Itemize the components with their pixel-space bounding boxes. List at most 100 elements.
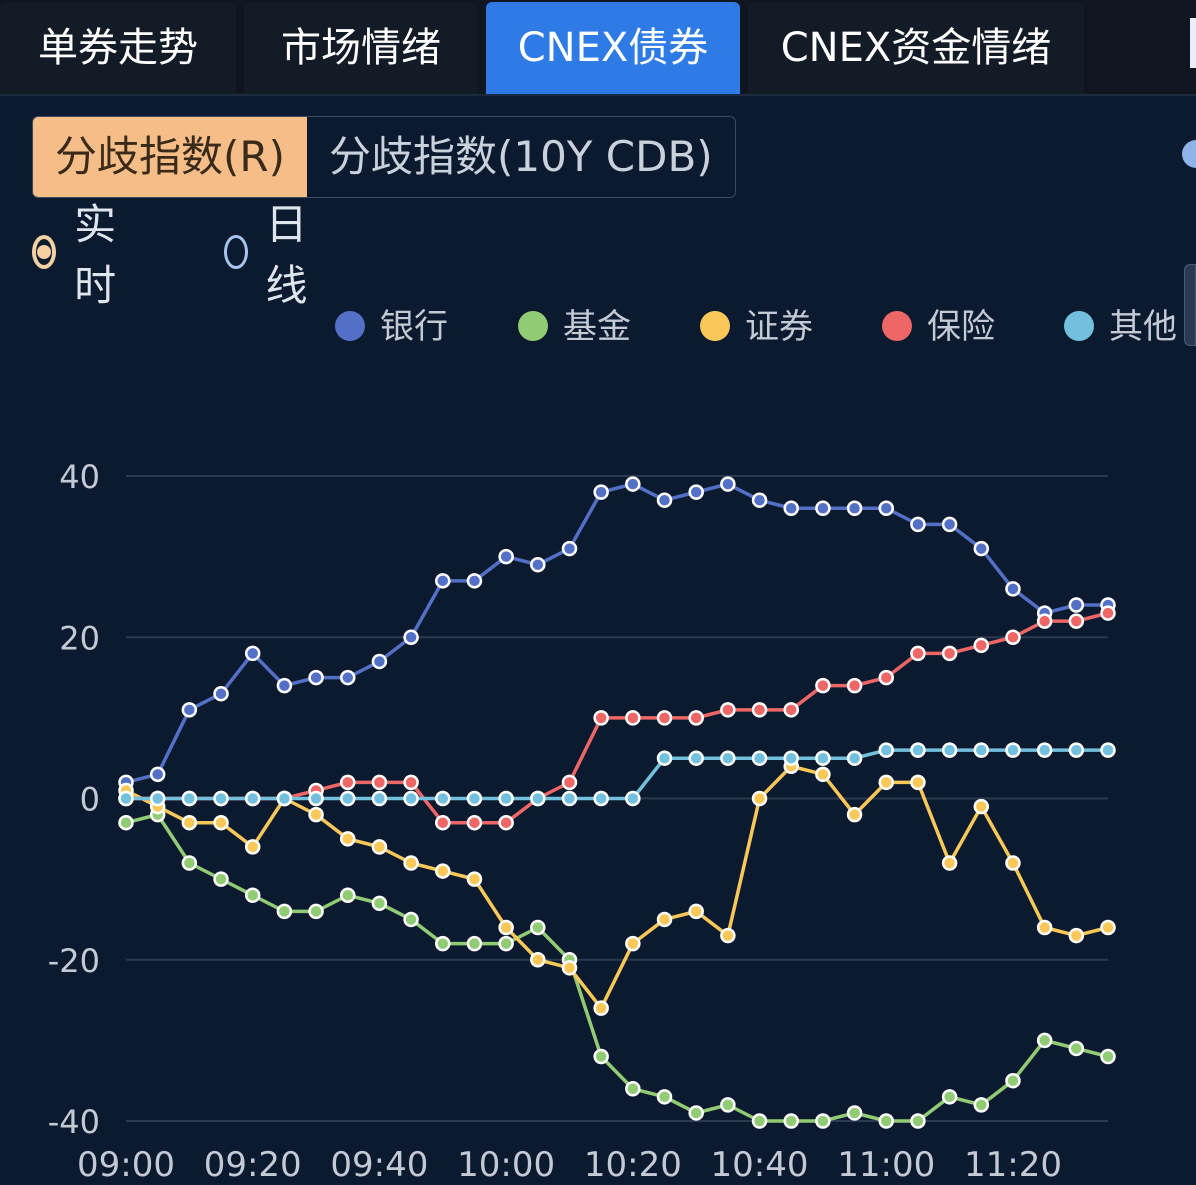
legend-label-4: 其他 (1109, 307, 1177, 347)
data-point (403, 629, 419, 645)
data-point (371, 774, 388, 791)
radio-realtime-label: 实时 (74, 200, 117, 310)
legend-marker-3 (882, 311, 912, 341)
y-tick-label: -40 (48, 1103, 100, 1141)
data-point (941, 742, 958, 758)
data-point (561, 540, 578, 557)
data-point (846, 750, 863, 766)
radio-realtime[interactable]: 实时 (32, 200, 126, 310)
data-point (371, 895, 388, 912)
data-point (688, 750, 704, 766)
data-point (751, 492, 768, 508)
tab-overflow-edge (1190, 18, 1196, 68)
data-point (751, 750, 768, 766)
radio-circle-icon (224, 235, 248, 269)
data-point (466, 935, 483, 952)
data-point (213, 685, 229, 702)
x-tick-label: 10:00 (457, 1145, 555, 1185)
data-point (118, 790, 134, 807)
data-point (308, 806, 324, 823)
data-point (878, 500, 895, 516)
data-point (910, 774, 926, 791)
data-point (751, 702, 768, 718)
data-point (910, 645, 926, 662)
x-tick-label: 09:40 (330, 1145, 428, 1185)
data-point (435, 573, 451, 589)
data-point (213, 790, 229, 807)
data-point (244, 645, 261, 662)
data-point (973, 798, 990, 815)
data-point (244, 839, 261, 855)
series-line-2 (125, 764, 1109, 1010)
data-point (720, 476, 736, 492)
index-type-segmented-control: 分歧指数(R) 分歧指数(10Y CDB) (32, 116, 736, 198)
data-point (403, 774, 419, 791)
data-point (783, 750, 799, 766)
data-point (878, 669, 895, 686)
data-point (656, 1089, 673, 1105)
y-tick-label: 0 (80, 781, 100, 819)
data-point (435, 814, 451, 831)
data-point (1100, 919, 1116, 936)
data-point (403, 790, 419, 807)
data-point (181, 790, 198, 807)
data-point (625, 476, 641, 492)
data-point (118, 814, 134, 831)
data-point (878, 742, 895, 758)
tab-cnex-bond[interactable]: CNEX债券 (486, 2, 740, 94)
data-point (213, 814, 229, 831)
data-point (181, 702, 198, 718)
data-point (973, 742, 990, 758)
tab-single-bond-trend[interactable]: 单券走势 (0, 2, 236, 94)
data-point (815, 1113, 831, 1129)
data-point (1100, 605, 1116, 621)
data-point (244, 887, 261, 903)
data-point (213, 871, 229, 887)
data-point (751, 790, 768, 807)
legend-marker-2 (700, 311, 730, 341)
data-point (276, 903, 293, 920)
data-point (561, 774, 578, 791)
data-point (656, 492, 673, 508)
data-point (530, 952, 546, 968)
tab-bar: 单券走势 市场情绪 CNEX债券 CNEX资金情绪 (0, 0, 1196, 96)
data-point (815, 677, 831, 694)
data-point (910, 1113, 926, 1129)
data-point (1068, 742, 1085, 758)
data-point (1068, 613, 1085, 629)
x-tick-label: 11:20 (964, 1145, 1062, 1185)
series-line-4 (126, 748, 1108, 801)
data-point (371, 790, 388, 807)
data-point (941, 1089, 958, 1105)
data-point (878, 774, 895, 791)
series-line-1 (125, 812, 1109, 1123)
data-point (656, 750, 673, 766)
data-point (498, 935, 514, 952)
data-point (1005, 629, 1021, 645)
segment-divergence-index-10y-cdb[interactable]: 分歧指数(10Y CDB) (328, 132, 713, 181)
data-point (593, 790, 609, 807)
data-point (720, 1097, 736, 1113)
data-point (688, 903, 704, 920)
data-point (1068, 927, 1085, 944)
data-point (688, 484, 704, 500)
data-point (1036, 613, 1053, 629)
data-point (625, 790, 641, 807)
data-point (403, 911, 419, 928)
tab-market-sentiment[interactable]: 市场情绪 (244, 2, 478, 94)
radio-daily[interactable]: 日线 (224, 200, 318, 310)
data-point (308, 669, 324, 686)
side-toggle-dot[interactable] (1182, 140, 1196, 168)
x-tick-label: 10:20 (584, 1145, 682, 1185)
tab-cnex-fund-sentiment[interactable]: CNEX资金情绪 (748, 2, 1084, 94)
legend-label-0: 银行 (380, 307, 448, 347)
segment-divergence-index-r[interactable]: 分歧指数(R) (33, 117, 307, 197)
data-point (530, 556, 546, 573)
data-point (1036, 1032, 1053, 1049)
data-point (783, 500, 799, 516)
data-point (1005, 1072, 1021, 1089)
data-point (910, 516, 926, 533)
data-point (846, 806, 863, 823)
data-point (435, 790, 451, 807)
data-point (593, 1000, 609, 1016)
